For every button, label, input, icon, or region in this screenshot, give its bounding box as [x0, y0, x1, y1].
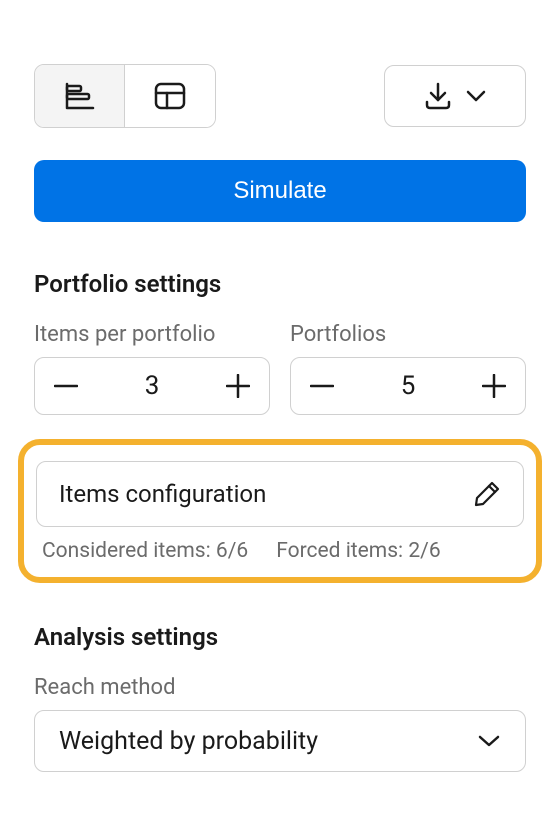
items-configuration-highlight: Items configuration Considered items: 6/… [18, 439, 542, 583]
items-decrement-button[interactable] [35, 358, 97, 414]
plus-icon [226, 374, 250, 398]
portfolios-decrement-button[interactable] [291, 358, 353, 414]
simulate-button[interactable]: Simulate [34, 160, 526, 222]
download-button[interactable] [384, 65, 526, 127]
items-per-portfolio-label: Items per portfolio [34, 322, 270, 347]
items-per-portfolio-stepper: 3 [34, 357, 270, 415]
table-icon [153, 81, 187, 111]
analysis-settings-title: Analysis settings [34, 623, 526, 651]
items-per-portfolio-value: 3 [97, 371, 207, 401]
portfolios-increment-button[interactable] [463, 358, 525, 414]
chart-view-toggle[interactable] [35, 65, 125, 127]
view-toggle-group [34, 64, 216, 128]
portfolios-stepper: 5 [290, 357, 526, 415]
bar-chart-icon [63, 80, 97, 112]
plus-icon [482, 374, 506, 398]
items-configuration-card[interactable]: Items configuration [36, 461, 524, 527]
reach-method-label: Reach method [34, 675, 526, 700]
portfolios-value: 5 [353, 371, 463, 401]
reach-method-select[interactable]: Weighted by probability [34, 710, 526, 772]
edit-icon [473, 480, 501, 508]
forced-items-stat: Forced items: 2/6 [276, 539, 440, 563]
considered-items-stat: Considered items: 6/6 [42, 539, 248, 563]
items-increment-button[interactable] [207, 358, 269, 414]
download-icon [423, 81, 453, 111]
chevron-down-icon [465, 89, 487, 103]
reach-method-value: Weighted by probability [59, 727, 318, 756]
portfolio-settings-title: Portfolio settings [34, 270, 526, 298]
portfolios-label: Portfolios [290, 322, 526, 347]
table-view-toggle[interactable] [125, 65, 215, 127]
items-configuration-label: Items configuration [59, 480, 266, 508]
minus-icon [54, 384, 78, 388]
minus-icon [310, 384, 334, 388]
chevron-down-icon [477, 734, 501, 748]
